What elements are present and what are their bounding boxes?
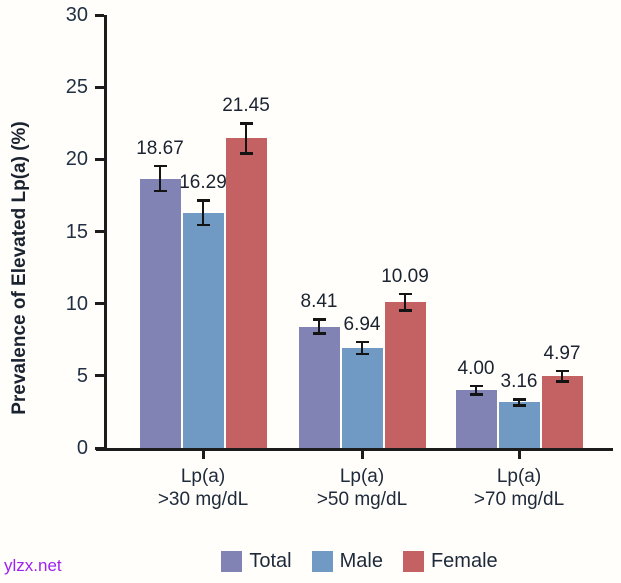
x-category-line1: Lp(a) [496, 466, 542, 487]
error-bar-part [158, 164, 162, 193]
error-bar-female-0 [239, 122, 253, 155]
y-axis [104, 15, 107, 451]
legend-label-male: Male [339, 550, 383, 572]
y-tick [95, 446, 104, 450]
x-category-line2: >50 mg/dL [316, 489, 408, 510]
legend-label-total: Total [249, 550, 292, 572]
legend-item-total: Total [221, 549, 292, 573]
y-tick-label: 20 [65, 148, 88, 171]
y-tick [95, 374, 104, 378]
x-category-line2: >30 mg/dL [157, 489, 249, 510]
legend-label-female: Female [430, 550, 498, 572]
error-bar-male-2 [512, 398, 526, 407]
error-bar-part [201, 199, 205, 227]
legend-swatch-female [402, 550, 424, 572]
y-tick-label: 30 [65, 4, 88, 26]
x-tick [360, 451, 364, 459]
legend: Total Male Female [107, 549, 612, 573]
x-tick [201, 451, 205, 459]
bar-male-1 [341, 347, 383, 448]
value-label-female-0: 21.45 [222, 95, 270, 117]
legend-item-female: Female [402, 549, 498, 573]
x-category-line2: >70 mg/dL [473, 489, 565, 510]
y-tick-label: 25 [65, 76, 88, 99]
x-tick [517, 451, 521, 459]
value-label-total-0: 18.67 [136, 137, 184, 159]
bar-male-0 [182, 212, 224, 448]
error-bar-part [360, 340, 364, 356]
legend-item-male: Male [311, 549, 383, 573]
y-tick-label: 0 [76, 437, 88, 459]
error-bar-part [517, 398, 521, 407]
error-bar-part [244, 122, 248, 155]
y-tick [95, 13, 104, 17]
error-bar-part [560, 369, 564, 383]
bar-male-2 [498, 402, 540, 448]
value-label-male-0: 16.29 [179, 172, 227, 194]
x-category-line1: Lp(a) [339, 466, 385, 487]
error-bar-female-1 [398, 292, 412, 312]
error-bar-female-2 [555, 369, 569, 383]
value-label-male-1: 6.94 [343, 313, 381, 335]
watermark: ylzx.net [4, 556, 62, 575]
error-bar-male-1 [355, 340, 369, 356]
legend-swatch-male [311, 550, 333, 572]
value-label-female-2: 4.97 [543, 342, 581, 364]
value-label-male-2: 3.16 [500, 371, 538, 393]
value-label-female-1: 10.09 [381, 265, 429, 287]
value-label-total-1: 8.41 [300, 291, 338, 313]
x-category-label: Lp(a) >50 mg/dL [287, 465, 437, 511]
error-bar-part [474, 384, 478, 396]
bar-female-0 [225, 138, 267, 448]
legend-swatch-total [221, 550, 243, 572]
y-tick-label: 10 [65, 292, 88, 315]
x-category-label: Lp(a) >70 mg/dL [444, 465, 594, 511]
y-tick [95, 230, 104, 233]
y-tick-label: 5 [76, 364, 88, 387]
bar-female-1 [384, 302, 426, 448]
error-bar-total-1 [312, 318, 326, 335]
y-tick-label: 15 [65, 220, 88, 243]
y-tick [95, 302, 104, 306]
error-bar-total-0 [153, 164, 167, 193]
error-bar-total-2 [469, 384, 483, 396]
x-category-line1: Lp(a) [180, 466, 226, 487]
value-label-total-2: 4.00 [457, 357, 495, 379]
error-bar-part [317, 318, 321, 335]
y-tick [95, 85, 104, 89]
bar-total-0 [139, 178, 181, 448]
x-axis [96, 448, 613, 451]
y-tick [95, 157, 104, 161]
bar-total-1 [298, 326, 340, 448]
error-bar-part [403, 292, 407, 312]
error-bar-male-0 [196, 199, 210, 227]
x-category-label: Lp(a) >30 mg/dL [128, 465, 278, 511]
bar-female-2 [541, 376, 583, 448]
bar-total-2 [455, 390, 497, 448]
